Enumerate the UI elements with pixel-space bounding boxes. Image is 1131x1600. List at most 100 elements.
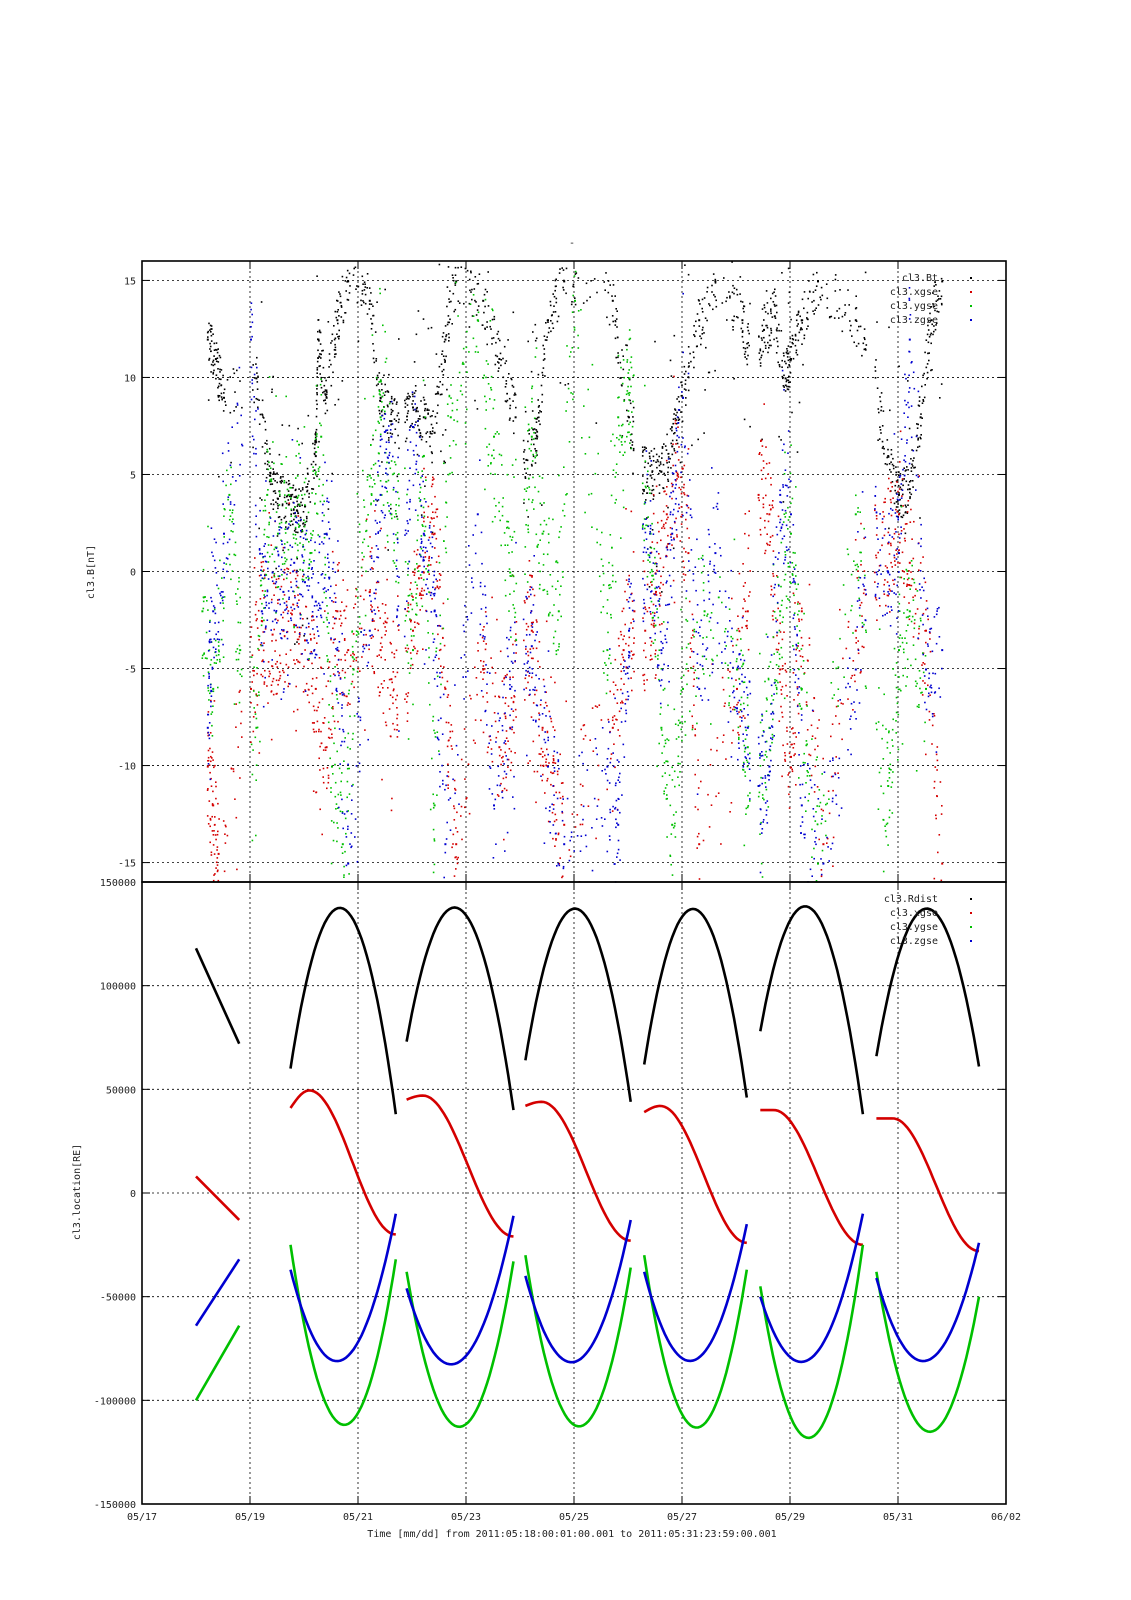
data-point bbox=[455, 827, 457, 829]
data-point bbox=[749, 570, 751, 572]
data-point bbox=[404, 421, 406, 424]
data-point bbox=[296, 475, 299, 477]
data-point bbox=[292, 512, 295, 515]
data-point bbox=[654, 556, 656, 559]
data-point bbox=[887, 455, 890, 458]
data-point bbox=[372, 357, 375, 360]
data-point bbox=[742, 681, 745, 684]
data-point bbox=[481, 636, 484, 639]
data-point bbox=[739, 293, 741, 295]
data-point bbox=[892, 465, 895, 467]
data-point bbox=[778, 642, 780, 645]
data-point bbox=[416, 604, 418, 607]
data-point bbox=[671, 445, 674, 448]
data-point bbox=[515, 638, 517, 641]
data-point bbox=[882, 445, 884, 448]
data-point bbox=[697, 787, 700, 789]
data-point bbox=[919, 416, 922, 419]
data-point bbox=[229, 515, 232, 517]
data-point bbox=[366, 476, 369, 478]
data-point bbox=[710, 723, 712, 725]
data-point bbox=[255, 363, 257, 365]
data-point bbox=[484, 305, 486, 308]
data-point bbox=[610, 616, 612, 619]
data-point bbox=[314, 687, 317, 690]
data-point bbox=[290, 581, 292, 583]
data-point bbox=[213, 355, 215, 357]
data-point bbox=[336, 563, 339, 566]
data-point bbox=[690, 360, 692, 363]
data-point bbox=[667, 478, 669, 481]
data-point bbox=[657, 521, 659, 524]
data-point bbox=[397, 581, 400, 584]
data-point bbox=[337, 336, 339, 338]
data-point bbox=[305, 577, 308, 579]
data-point bbox=[602, 584, 605, 586]
data-point bbox=[212, 790, 214, 793]
data-point bbox=[377, 629, 379, 632]
data-point bbox=[349, 285, 351, 287]
data-point bbox=[689, 656, 691, 658]
data-point bbox=[533, 508, 535, 510]
data-point bbox=[491, 666, 493, 669]
data-point bbox=[703, 565, 705, 567]
data-point bbox=[644, 608, 647, 611]
data-point bbox=[510, 636, 512, 638]
data-point bbox=[813, 697, 815, 699]
data-point bbox=[376, 374, 379, 377]
data-point bbox=[353, 653, 355, 656]
data-point bbox=[884, 497, 886, 500]
data-point bbox=[912, 636, 915, 638]
data-point bbox=[505, 789, 508, 792]
data-point bbox=[363, 538, 366, 541]
data-point bbox=[528, 595, 530, 598]
data-point bbox=[335, 584, 337, 586]
data-point bbox=[215, 374, 218, 376]
data-point bbox=[930, 369, 932, 372]
data-point bbox=[379, 394, 382, 396]
data-point bbox=[784, 754, 787, 757]
data-point bbox=[212, 359, 215, 362]
data-point bbox=[215, 838, 217, 841]
data-point bbox=[606, 612, 608, 615]
data-point bbox=[370, 292, 372, 294]
data-point bbox=[895, 549, 897, 551]
data-point bbox=[747, 794, 749, 797]
data-point bbox=[332, 706, 334, 708]
data-point bbox=[489, 398, 491, 400]
data-point bbox=[788, 291, 791, 294]
data-point bbox=[620, 537, 622, 539]
data-point bbox=[298, 443, 300, 446]
data-point bbox=[514, 392, 516, 395]
data-point bbox=[376, 655, 379, 657]
data-point bbox=[694, 728, 696, 730]
data-point bbox=[901, 516, 904, 519]
data-point bbox=[572, 283, 575, 286]
data-point bbox=[549, 304, 552, 307]
data-point bbox=[434, 547, 436, 549]
data-point bbox=[447, 721, 450, 724]
data-point bbox=[772, 301, 775, 303]
data-point bbox=[364, 589, 367, 592]
data-point bbox=[472, 315, 475, 317]
data-point bbox=[232, 518, 234, 520]
data-point bbox=[788, 565, 791, 568]
data-point bbox=[451, 846, 453, 849]
data-point bbox=[906, 511, 909, 513]
data-point bbox=[444, 361, 446, 363]
data-point bbox=[767, 806, 770, 808]
data-point bbox=[427, 516, 429, 518]
data-point bbox=[616, 336, 619, 339]
data-point bbox=[461, 363, 464, 365]
data-point bbox=[805, 744, 808, 747]
data-point bbox=[673, 334, 676, 337]
data-point bbox=[933, 305, 936, 308]
data-point bbox=[314, 549, 316, 552]
data-point bbox=[429, 432, 432, 435]
data-point bbox=[550, 717, 552, 720]
data-point bbox=[328, 376, 330, 378]
data-point bbox=[395, 649, 398, 652]
data-point bbox=[661, 752, 663, 754]
data-point bbox=[351, 645, 354, 648]
data-point bbox=[424, 525, 427, 528]
